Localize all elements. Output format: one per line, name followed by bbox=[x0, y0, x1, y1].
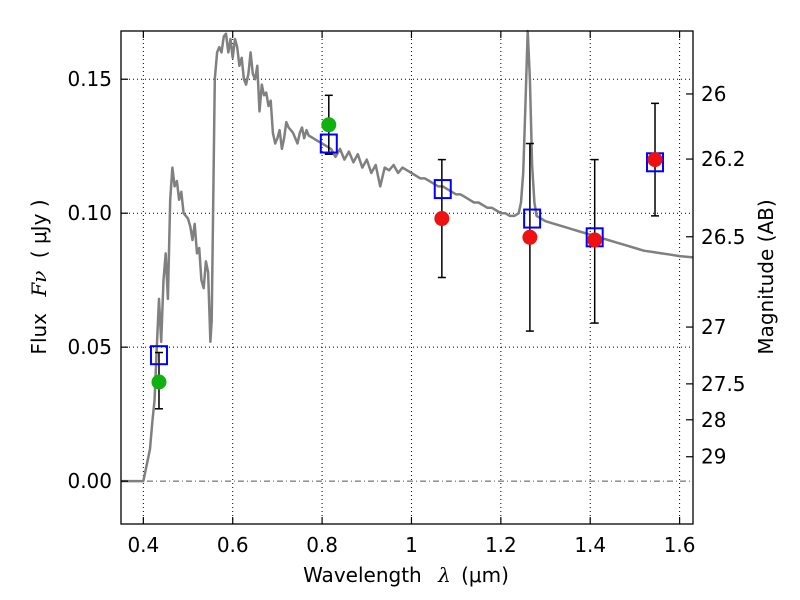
mag-tick-label: 26.2 bbox=[701, 147, 746, 171]
x-tick-label: 0.4 bbox=[127, 533, 159, 557]
x-tick-label: 0.8 bbox=[306, 533, 338, 557]
observed-point-red bbox=[522, 229, 538, 245]
model-photometry-square bbox=[149, 345, 168, 366]
x-axis-label: Wavelength λ (μm) bbox=[303, 563, 509, 587]
observed-point-red bbox=[647, 152, 663, 168]
mag-tick-label: 27 bbox=[701, 315, 726, 339]
mag-tick-label: 29 bbox=[701, 445, 726, 469]
x-axis-label-text: Wavelength bbox=[303, 563, 422, 587]
x-tick-label: 1.2 bbox=[485, 533, 517, 557]
y-axis-label-symbol: Fν bbox=[27, 271, 51, 298]
observed-point-green bbox=[151, 374, 167, 390]
observed-points bbox=[151, 117, 663, 390]
grid bbox=[121, 31, 693, 524]
axis-ticks: 0.4 0.6 0.8 1 1.2 1.4 1.6 0.00 0.05 0.10 0.15 26 26.… bbox=[67, 31, 746, 557]
y-tick-label: 0.05 bbox=[67, 335, 112, 359]
y-tick-label: 0.00 bbox=[67, 469, 112, 493]
mag-tick-label: 27.5 bbox=[701, 372, 746, 396]
x-axis-label-symbol: λ bbox=[437, 563, 451, 587]
x-tick-label: 1.6 bbox=[664, 533, 696, 557]
sed-model-layer bbox=[121, 29, 694, 483]
model-photometry-square bbox=[433, 179, 452, 200]
y-tick-label: 0.10 bbox=[67, 201, 112, 225]
x-axis-label-unit: (μm) bbox=[461, 563, 509, 587]
observed-point-red bbox=[587, 232, 603, 248]
sed-model-line bbox=[121, 29, 694, 483]
mag-tick-label: 26.5 bbox=[701, 225, 746, 249]
observed-point-red bbox=[434, 211, 450, 227]
error-bars bbox=[154, 94, 660, 410]
x-tick-label: 1.4 bbox=[574, 533, 606, 557]
model-photometry-square bbox=[319, 133, 338, 154]
observed-point-green bbox=[321, 117, 337, 133]
y-axis-label-unit: ( μJy ) bbox=[27, 199, 51, 258]
y-axis-label: Flux Fν ( μJy ) bbox=[27, 199, 51, 354]
x-tick-label: 1 bbox=[405, 533, 418, 557]
plot-frame bbox=[120, 30, 694, 525]
mag-tick-label: 26 bbox=[701, 82, 726, 106]
x-tick-label: 0.6 bbox=[217, 533, 249, 557]
y-axis-label-text: Flux bbox=[27, 313, 51, 355]
mag-tick-label: 28 bbox=[701, 408, 726, 432]
model-photometry-square bbox=[523, 208, 542, 229]
y-tick-label: 0.15 bbox=[67, 67, 112, 91]
right-axis-label: Magnitude (AB) bbox=[754, 199, 778, 354]
